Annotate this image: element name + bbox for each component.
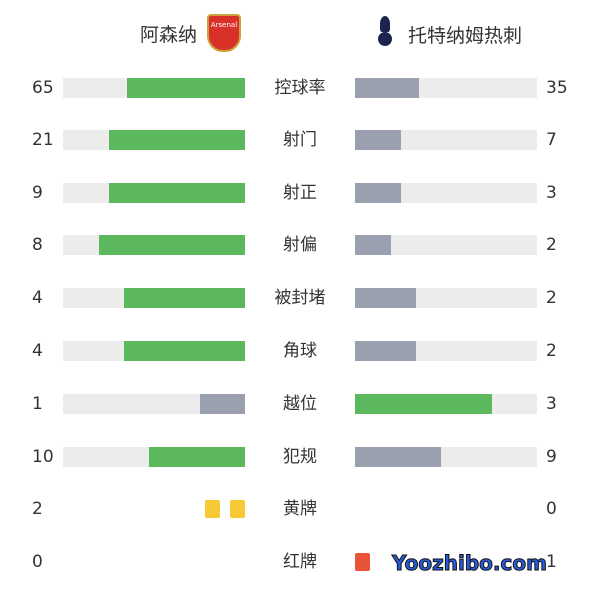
away-bar-fill <box>355 288 416 308</box>
away-bar-fill <box>355 447 442 467</box>
crest-text: Arsenal <box>210 21 238 29</box>
stat-row: 21 射门 7 <box>0 127 600 153</box>
home-value: 10 <box>32 447 54 467</box>
home-value: 21 <box>32 130 54 150</box>
away-bar-track <box>355 130 537 150</box>
stat-label: 被封堵 <box>274 288 326 308</box>
away-bar-fill <box>355 183 401 203</box>
home-bar-track <box>63 288 245 308</box>
home-team: 阿森纳 Arsenal <box>140 14 242 52</box>
stat-label: 黄牌 <box>283 499 317 519</box>
away-value: 1 <box>546 552 557 572</box>
home-bar-track <box>63 341 245 361</box>
stat-label: 红牌 <box>283 552 317 572</box>
away-bar-fill <box>355 130 401 150</box>
home-value: 9 <box>32 183 43 203</box>
watermark: Yoozhibo.com <box>392 551 548 576</box>
home-value: 65 <box>32 78 54 98</box>
away-team-name: 托特纳姆热刺 <box>408 24 523 47</box>
home-value: 8 <box>32 235 43 255</box>
away-value: 2 <box>546 235 557 255</box>
away-bar-track <box>355 78 537 98</box>
stat-label: 射偏 <box>283 235 317 255</box>
stat-row: 4 角球 2 <box>0 338 600 364</box>
stat-row: 1 越位 3 <box>0 391 600 417</box>
home-bar-track <box>63 78 245 98</box>
home-bar-fill <box>126 78 245 98</box>
home-value: 1 <box>32 394 43 414</box>
home-team-name: 阿森纳 <box>140 23 198 46</box>
away-bar-track <box>355 183 537 203</box>
away-bar-track <box>355 288 537 308</box>
home-value: 4 <box>32 341 43 361</box>
away-value: 3 <box>546 394 557 414</box>
away-bar-fill <box>355 341 416 361</box>
stat-row: 8 射偏 2 <box>0 232 600 258</box>
home-bar-track <box>63 235 245 255</box>
card-row: 2 黄牌 0 <box>0 496 600 522</box>
away-bar-fill <box>355 78 419 98</box>
tottenham-crest-icon <box>372 14 398 54</box>
home-bar-fill <box>108 183 245 203</box>
card-row: 0 红牌 1 <box>0 549 600 575</box>
stat-label: 越位 <box>283 394 317 414</box>
home-bar-fill <box>149 447 245 467</box>
home-value: 4 <box>32 288 43 308</box>
yellow-card-icon <box>205 500 220 518</box>
away-value: 2 <box>546 288 557 308</box>
home-bar-track <box>63 130 245 150</box>
stat-label: 射正 <box>283 183 317 203</box>
away-value: 35 <box>546 78 568 98</box>
home-bar-fill <box>108 130 245 150</box>
home-bar-fill <box>123 341 245 361</box>
home-bar-fill <box>199 394 245 414</box>
away-team: 托特纳姆热刺 <box>372 14 522 54</box>
stat-label: 控球率 <box>274 78 326 98</box>
home-bar-fill <box>99 235 245 255</box>
home-bar-fill <box>123 288 245 308</box>
red-card-icon <box>355 553 370 571</box>
away-value: 2 <box>546 341 557 361</box>
home-bar-track <box>63 394 245 414</box>
away-value: 9 <box>546 447 557 467</box>
away-value: 0 <box>546 499 557 519</box>
away-bar-track <box>355 394 537 414</box>
stat-label: 犯规 <box>283 447 317 467</box>
stat-row: 9 射正 3 <box>0 180 600 206</box>
stat-row: 10 犯规 9 <box>0 444 600 470</box>
home-bar-track <box>63 183 245 203</box>
away-bar-track <box>355 235 537 255</box>
stat-label: 角球 <box>283 341 317 361</box>
stat-row: 65 控球率 35 <box>0 75 600 101</box>
away-bar-track <box>355 447 537 467</box>
away-bar-fill <box>355 394 492 414</box>
away-value: 3 <box>546 183 557 203</box>
stat-label: 射门 <box>283 130 317 150</box>
home-bar-track <box>63 447 245 467</box>
stat-row: 4 被封堵 2 <box>0 285 600 311</box>
away-bar-track <box>355 341 537 361</box>
home-value: 0 <box>32 552 43 572</box>
arsenal-crest-icon: Arsenal <box>207 14 242 52</box>
home-value: 2 <box>32 499 43 519</box>
away-bar-fill <box>355 235 392 255</box>
away-value: 7 <box>546 130 557 150</box>
yellow-card-icon <box>230 500 245 518</box>
